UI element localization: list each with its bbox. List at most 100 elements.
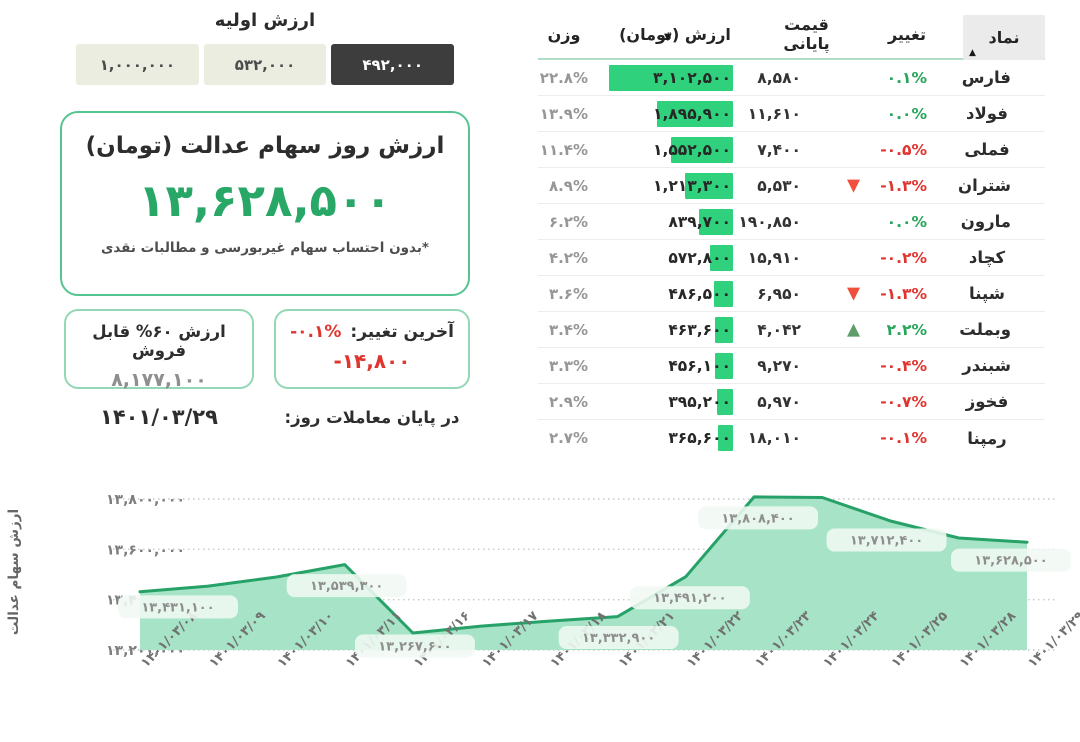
symbol-header-label: نماد [988, 28, 1020, 47]
symbol-cell: رمپنا [967, 428, 1007, 448]
value-bar [714, 353, 733, 379]
close-price-cell: ۵,۵۳۰ [757, 176, 801, 195]
equity-value-area-chart: ۱۳,۸۰۰,۰۰۰۱۳,۶۰۰,۰۰۰۱۳,۴۰۰,۰۰۰۱۳,۲۰۰,۰۰۰… [6, 492, 1080, 671]
close-price-cell: ۷,۴۰۰ [757, 140, 801, 159]
weight-cell: ۲.۹% [548, 392, 588, 411]
value-cell: ۳,۱۰۲,۵۰۰ [590, 60, 736, 95]
weight-cell: ۳.۳% [548, 356, 588, 375]
value-amount: ۸۳۹,۷۰۰ [668, 212, 731, 231]
change-cell: ۲.۲% ▲ [847, 320, 963, 339]
table-row: شتران -۱.۳% ▼ ۵,۵۳۰ ۱,۲۱۳,۳۰۰ ۸.۹% [538, 168, 1045, 204]
symbol-cell: شپنا [969, 284, 1005, 303]
point-label: ۱۳,۶۲۸,۵۰۰ [974, 554, 1047, 569]
change-percent: -۰.۷% [880, 392, 927, 411]
today-value-title: ارزش روز سهام عدالت (تومان) [85, 133, 445, 159]
point-label-pill [354, 634, 475, 658]
symbol-cell: فولاد [966, 104, 1008, 123]
y-tick-label: ۱۳,۶۰۰,۰۰۰ [106, 542, 185, 558]
value-bar [684, 173, 733, 199]
today-value-card: ارزش روز سهام عدالت (تومان) ۱۳,۶۲۸,۵۰۰ *… [60, 111, 470, 296]
column-header-change[interactable]: تغییر [887, 24, 927, 44]
value-amount: ۳۶۵,۶۰۰ [668, 429, 731, 447]
column-header-symbol[interactable]: نماد ▲ [963, 8, 1045, 60]
value-cell: ۱,۸۹۵,۹۰۰ [590, 96, 736, 131]
change-cell: -۰.۷% [851, 393, 963, 411]
value-bar [671, 137, 733, 163]
change-cell: -۰.۴% [851, 357, 963, 375]
value-cell: ۱,۵۵۲,۵۰۰ [590, 132, 736, 167]
point-label: ۱۳,۳۳۲,۹۰۰ [582, 631, 655, 646]
last-change-amount: -۱۴,۸۰۰ [333, 349, 411, 373]
last-change-card: آخرین تغییر: -۰.۱% -۱۴,۸۰۰ [274, 309, 470, 389]
symbol-cell: وبملت [959, 320, 1011, 339]
point-label-pill [698, 506, 819, 530]
area-fill [140, 496, 1027, 650]
summary-panel: ارزش اولیه ۱,۰۰۰,۰۰۰ ۵۳۲,۰۰۰ ۴۹۲,۰۰۰ ارزش … [60, 10, 470, 429]
weight-cell: ۱۳.۹% [539, 104, 588, 123]
value-amount: ۱,۲۱۳,۳۰۰ [653, 176, 731, 195]
point-label: ۱۳,۵۳۹,۳۰۰ [310, 579, 383, 594]
value-amount: ۴۶۳,۶۰۰ [668, 320, 731, 339]
last-change-label: آخرین تغییر: [350, 322, 454, 342]
column-header-weight[interactable]: وزن [547, 24, 581, 44]
change-percent: -۰.۲% [880, 248, 927, 267]
close-price-cell: ۵,۹۷۰ [757, 392, 801, 411]
point-label-pill [826, 528, 947, 552]
x-tick-label: ۱۴۰۱/۰۳/۲۹ [1025, 609, 1080, 671]
change-down-icon: ▼ [847, 175, 861, 195]
symbol-cell: شتران [958, 176, 1011, 195]
symbol-cell: فارس [961, 68, 1011, 87]
change-cell: -۰.۱% [851, 429, 963, 447]
table-row: فارس ۰.۱% ۸,۵۸۰ ۳,۱۰۲,۵۰۰ ۲۲.۸% [538, 60, 1045, 96]
value-amount: ۵۷۲,۸۰۰ [668, 248, 731, 267]
symbol-cell: فملی [964, 140, 1010, 159]
value-bar [717, 389, 733, 415]
point-label-pill [286, 574, 407, 598]
value-bar [714, 317, 733, 343]
value-amount: ۳۹۵,۲۰۰ [668, 392, 731, 411]
initial-value-option-2[interactable]: ۴۹۲,۰۰۰ [331, 44, 455, 85]
close-price-cell: ۱۱,۶۱۰ [747, 104, 801, 123]
column-header-value[interactable]: ارزش (تومان) ▼ [619, 24, 731, 44]
initial-value-option-1[interactable]: ۵۳۲,۰۰۰ [203, 44, 327, 85]
change-percent: ۲.۲% [886, 320, 927, 339]
value-cell: ۸۳۹,۷۰۰ [590, 204, 736, 239]
value-bar [657, 101, 733, 127]
point-label-pill [629, 586, 750, 610]
point-label: ۱۳,۷۱۲,۴۰۰ [850, 534, 923, 549]
value-cell: ۳۹۵,۲۰۰ [590, 384, 736, 419]
column-header-close[interactable]: قیمت پایانی [783, 15, 830, 53]
close-price-cell: ۱۹۰,۸۵۰ [738, 212, 801, 231]
close-price-cell: ۹,۲۷۰ [757, 356, 801, 375]
weight-cell: ۴.۲% [548, 248, 588, 267]
change-down-icon: ▼ [847, 283, 861, 303]
change-percent: -۱.۳% [880, 176, 927, 195]
point-label: ۱۳,۴۳۱,۱۰۰ [141, 600, 214, 615]
change-cell: -۰.۵% [851, 141, 963, 159]
value-amount: ۱,۸۹۵,۹۰۰ [653, 104, 731, 123]
weight-cell: ۱۱.۴% [539, 140, 588, 159]
initial-value-option-0[interactable]: ۱,۰۰۰,۰۰۰ [76, 44, 199, 85]
change-percent: -۱.۳% [880, 284, 927, 303]
change-cell: -۱.۳% ▼ [847, 176, 963, 195]
end-of-day-label: در پایان معاملات روز: [284, 407, 460, 427]
table-header-row: نماد ▲ تغییر قیمت پایانی ارزش (تومان) ▼ … [538, 8, 1045, 60]
value-amount: ۳,۱۰۲,۵۰۰ [653, 68, 731, 87]
symbol-cell: مارون [960, 212, 1011, 231]
table-body: فارس ۰.۱% ۸,۵۸۰ ۳,۱۰۲,۵۰۰ ۲۲.۸% فولاد ۰.۰% ۱۱,۶… [538, 60, 1045, 456]
change-percent: -۰.۴% [880, 356, 927, 375]
today-value-note: *بدون احتساب سهام غیربورسی و مطالبات نقد… [101, 240, 429, 256]
change-percent: -۰.۵% [880, 140, 927, 159]
symbol-cell: فخوز [965, 392, 1009, 411]
sellable-value-card: ارزش ۶۰% قابل فروش ۸,۱۷۷,۱۰۰ [64, 309, 254, 391]
point-label: ۱۳,۴۹۱,۲۰۰ [653, 591, 726, 606]
change-cell: ۰.۰% [851, 105, 963, 123]
value-cell: ۴۶۳,۶۰۰ [590, 312, 736, 347]
weight-cell: ۲.۷% [548, 429, 588, 447]
y-axis-title: ارزش سهام عدالت [6, 509, 22, 635]
sellable-value-title: ارزش ۶۰% قابل فروش [92, 322, 226, 360]
initial-value-title: ارزش اولیه [214, 10, 316, 31]
today-value-amount: ۱۳,۶۲۸,۵۰۰ [138, 174, 392, 227]
change-cell: ۰.۰% [851, 213, 963, 231]
